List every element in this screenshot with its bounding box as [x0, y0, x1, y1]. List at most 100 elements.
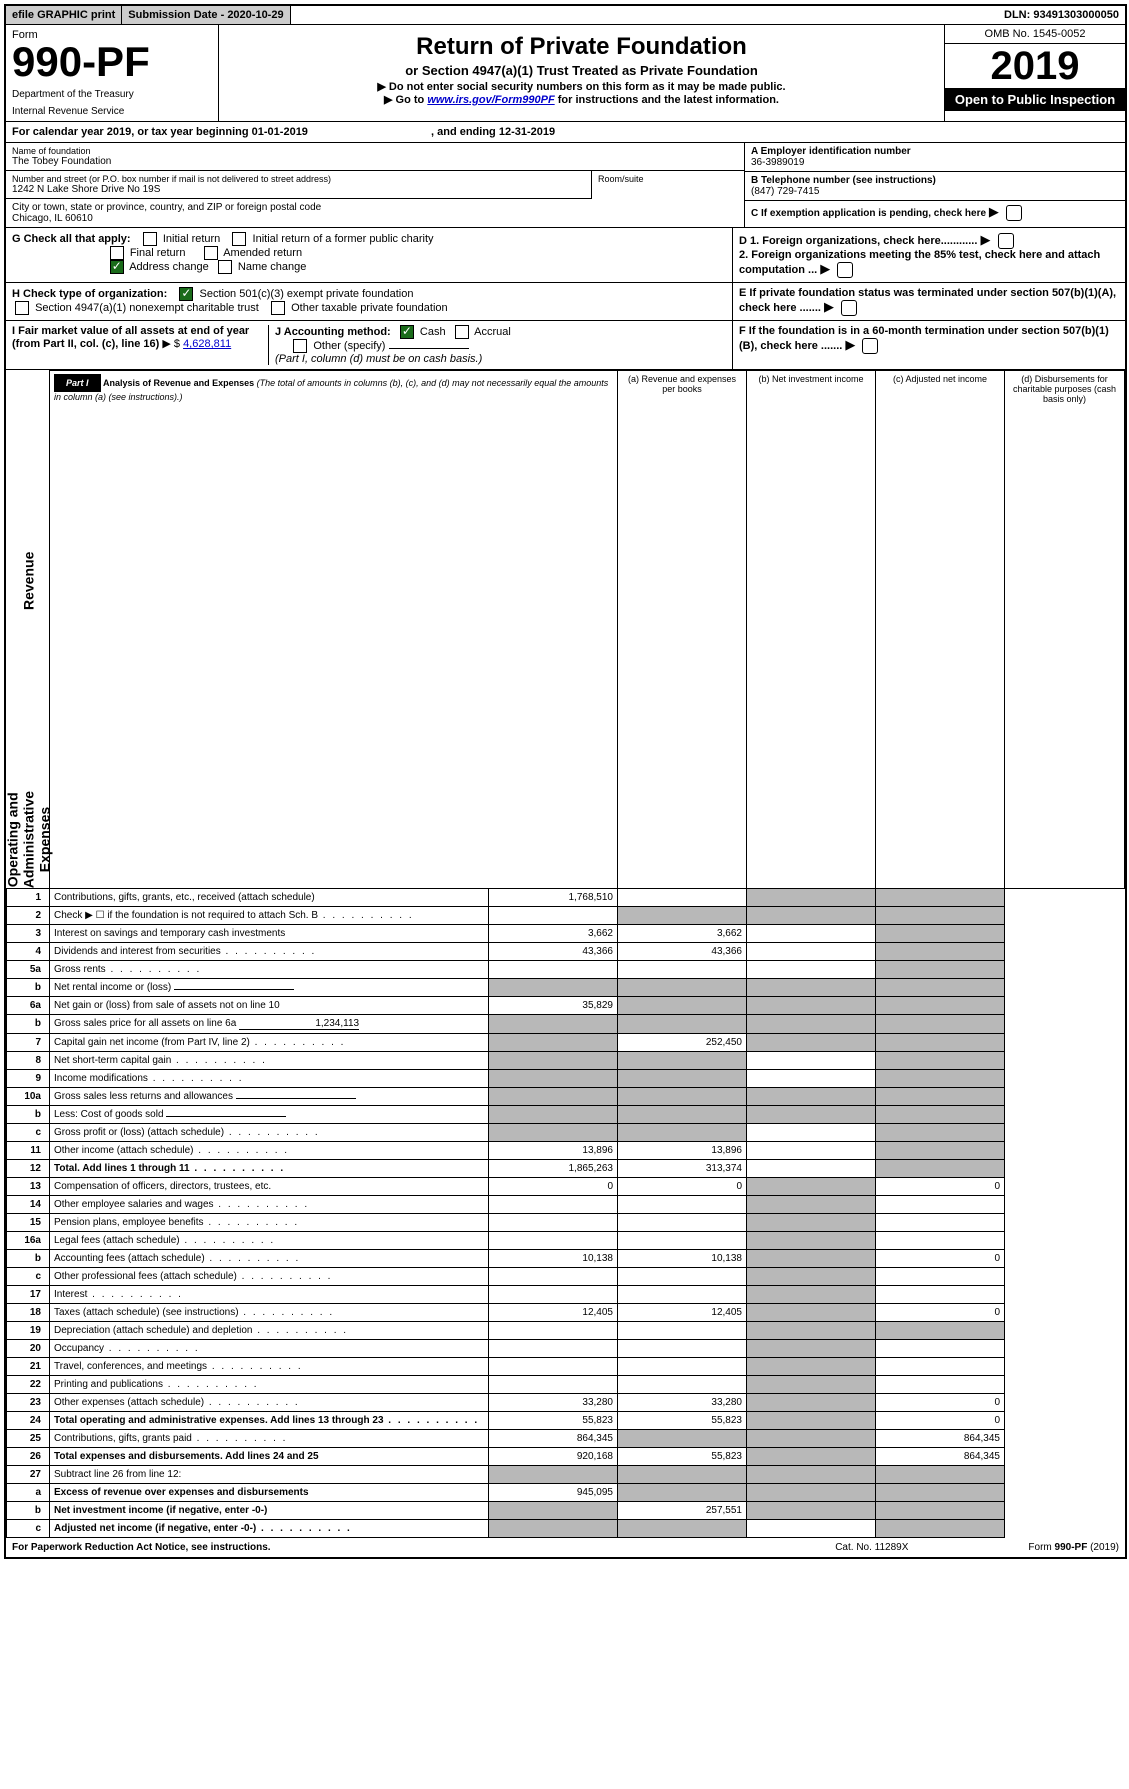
- table-row: bLess: Cost of goods sold: [7, 1106, 1125, 1124]
- row-number: 11: [7, 1142, 50, 1160]
- row-desc: Adjusted net income (if negative, enter …: [50, 1520, 489, 1538]
- c-checkbox[interactable]: [1006, 205, 1022, 221]
- table-row: 21Travel, conferences, and meetings: [7, 1358, 1125, 1376]
- cb-initial[interactable]: [143, 232, 157, 246]
- calendar-year: For calendar year 2019, or tax year begi…: [6, 122, 1125, 143]
- row-desc: Gross profit or (loss) (attach schedule): [50, 1124, 489, 1142]
- cell-d: [876, 1358, 1005, 1376]
- table-row: bNet investment income (if negative, ent…: [7, 1502, 1125, 1520]
- cell-c: [747, 1088, 876, 1106]
- j-label: J Accounting method:: [275, 326, 391, 338]
- row-number: 26: [7, 1448, 50, 1466]
- footer: For Paperwork Reduction Act Notice, see …: [6, 1538, 1125, 1557]
- cell-d: [876, 1052, 1005, 1070]
- cell-d: 864,345: [876, 1448, 1005, 1466]
- cell-a: 3,662: [489, 925, 618, 943]
- cell-a: 55,823: [489, 1412, 618, 1430]
- cell-b: [618, 961, 747, 979]
- cell-a: 43,366: [489, 943, 618, 961]
- cell-a: 1,865,263: [489, 1160, 618, 1178]
- cell-d: [876, 943, 1005, 961]
- cell-c: [747, 907, 876, 925]
- cell-a: [489, 1196, 618, 1214]
- row-number: 1: [7, 889, 50, 907]
- cell-d: [876, 1322, 1005, 1340]
- f-label: F If the foundation is in a 60-month ter…: [739, 325, 1109, 352]
- cell-d: [876, 1106, 1005, 1124]
- cb-amended[interactable]: [204, 246, 218, 260]
- cell-c: [747, 1034, 876, 1052]
- row-number: 12: [7, 1160, 50, 1178]
- table-row: bAccounting fees (attach schedule)10,138…: [7, 1250, 1125, 1268]
- cell-c: [747, 1448, 876, 1466]
- cell-c: [747, 1286, 876, 1304]
- col-a-header: (a) Revenue and expenses per books: [618, 371, 747, 889]
- form-subtitle: or Section 4947(a)(1) Trust Treated as P…: [225, 63, 938, 78]
- cell-d: 0: [876, 1250, 1005, 1268]
- cell-d: [876, 997, 1005, 1015]
- table-row: aExcess of revenue over expenses and dis…: [7, 1484, 1125, 1502]
- cell-c: [747, 1520, 876, 1538]
- table-row: 14Other employee salaries and wages: [7, 1196, 1125, 1214]
- e-label: E If private foundation status was termi…: [739, 287, 1116, 314]
- row-number: 10a: [7, 1088, 50, 1106]
- cb-initial-former[interactable]: [232, 232, 246, 246]
- cb-d2[interactable]: [837, 262, 853, 278]
- cell-c: [747, 1124, 876, 1142]
- table-row: 9Income modifications: [7, 1070, 1125, 1088]
- row-desc: Contributions, gifts, grants paid: [50, 1430, 489, 1448]
- h-label: H Check type of organization:: [12, 288, 167, 300]
- cb-name-change[interactable]: [218, 260, 232, 274]
- cb-address-change[interactable]: [110, 260, 124, 274]
- form-container: efile GRAPHIC print Submission Date - 20…: [4, 4, 1127, 1559]
- cb-501c3[interactable]: [179, 287, 193, 301]
- cell-c: [747, 1502, 876, 1520]
- cb-accrual[interactable]: [455, 325, 469, 339]
- exemption-row: C If exemption application is pending, c…: [745, 201, 1125, 224]
- fmv-link[interactable]: 4,628,811: [183, 338, 231, 350]
- table-row: 6aNet gain or (loss) from sale of assets…: [7, 997, 1125, 1015]
- cell-a: [489, 1070, 618, 1088]
- dln: DLN: 93491303000050: [998, 6, 1125, 24]
- cb-e[interactable]: [841, 300, 857, 316]
- row-desc: Net rental income or (loss): [50, 979, 489, 997]
- cb-4947[interactable]: [15, 301, 29, 315]
- table-row: 3Interest on savings and temporary cash …: [7, 925, 1125, 943]
- cb-other-method[interactable]: [293, 339, 307, 353]
- cb-d1[interactable]: [998, 233, 1014, 249]
- header-right: OMB No. 1545-0052 2019 Open to Public In…: [944, 25, 1125, 121]
- cell-a: [489, 1340, 618, 1358]
- table-row: 7Capital gain net income (from Part IV, …: [7, 1034, 1125, 1052]
- table-row: 5aGross rents: [7, 961, 1125, 979]
- cell-d: [876, 925, 1005, 943]
- open-inspection: Open to Public Inspection: [945, 88, 1125, 111]
- row-desc: Gross rents: [50, 961, 489, 979]
- address-row: Number and street (or P.O. box number if…: [6, 171, 592, 199]
- cb-other-taxable[interactable]: [271, 301, 285, 315]
- cell-b: [618, 979, 747, 997]
- row-desc: Compensation of officers, directors, tru…: [50, 1178, 489, 1196]
- cell-d: [876, 1214, 1005, 1232]
- row-desc: Net gain or (loss) from sale of assets n…: [50, 997, 489, 1015]
- ein-row: A Employer identification number 36-3989…: [745, 143, 1125, 172]
- revenue-label: Revenue: [7, 371, 50, 791]
- cell-c: [747, 961, 876, 979]
- footer-mid: Cat. No. 11289X: [835, 1542, 908, 1553]
- cb-final[interactable]: [110, 246, 124, 260]
- cb-cash[interactable]: [400, 325, 414, 339]
- cb-f[interactable]: [862, 338, 878, 354]
- cell-c: [747, 1322, 876, 1340]
- efile-badge: efile GRAPHIC print: [6, 6, 122, 24]
- irs-link[interactable]: www.irs.gov/Form990PF: [427, 94, 554, 106]
- cell-b: [618, 1484, 747, 1502]
- row-desc: Other income (attach schedule): [50, 1142, 489, 1160]
- row-desc: Occupancy: [50, 1340, 489, 1358]
- cell-b: [618, 1015, 747, 1034]
- cell-b: [618, 1466, 747, 1484]
- part-label: Part I: [54, 374, 101, 392]
- cell-b: [618, 1322, 747, 1340]
- row-number: 8: [7, 1052, 50, 1070]
- h-check-row: H Check type of organization: Section 50…: [6, 283, 1125, 321]
- cell-a: 864,345: [489, 1430, 618, 1448]
- footer-left: For Paperwork Reduction Act Notice, see …: [12, 1542, 271, 1553]
